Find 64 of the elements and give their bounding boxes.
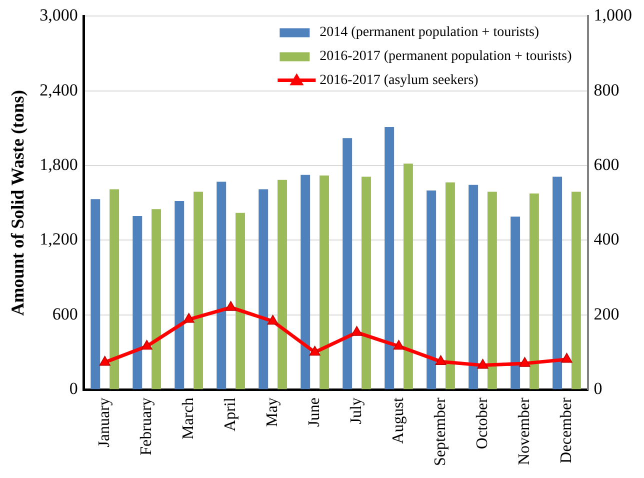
point	[393, 340, 404, 350]
point	[435, 355, 446, 365]
y-tick-label: 600	[52, 304, 78, 324]
bar	[132, 216, 142, 390]
bar	[510, 216, 520, 390]
x-tick-label: July	[348, 398, 365, 424]
bar	[404, 164, 413, 390]
bar	[110, 189, 120, 390]
y-axis-title: Amount of Solid Waste (tons)	[7, 90, 28, 316]
point	[99, 356, 110, 366]
point	[477, 358, 488, 369]
x-tick-label: February	[138, 398, 156, 456]
point	[225, 301, 236, 311]
bar	[90, 199, 100, 390]
y2-tick-label: 800	[594, 80, 620, 100]
bar	[320, 176, 329, 390]
point	[267, 314, 278, 325]
bar	[278, 180, 287, 390]
bar	[468, 184, 478, 390]
x-tick-label: April	[222, 397, 240, 432]
bar	[571, 192, 581, 390]
bar	[236, 212, 245, 390]
y-tick-label: 3,000	[40, 6, 78, 25]
point	[561, 352, 572, 363]
x-tick-label: August	[390, 397, 407, 444]
point	[309, 346, 320, 356]
x-tick-label: November	[516, 396, 533, 466]
y2-tick-label: 400	[594, 230, 620, 249]
bar	[362, 176, 371, 390]
y-tick-label: 1,200	[40, 230, 78, 249]
x-tick-label: May	[264, 398, 282, 427]
bar	[487, 192, 497, 390]
y2-tick-label: 200	[594, 304, 620, 324]
x-tick-label: January	[96, 398, 114, 448]
bar	[216, 182, 226, 390]
bar	[152, 209, 162, 390]
x-tick-label: October	[474, 396, 491, 450]
point	[351, 326, 362, 336]
bar	[194, 192, 203, 390]
y-tick-label: 2,400	[40, 80, 78, 100]
legend-label: 2016-2017 (asylum seekers)	[320, 72, 479, 88]
y-tick-label: 0	[69, 379, 78, 398]
bar	[174, 201, 184, 390]
y-tick-label: 1,800	[40, 155, 78, 174]
bar	[529, 194, 539, 390]
x-tick-label: June	[306, 398, 324, 427]
bar	[258, 189, 268, 390]
bar	[552, 176, 562, 390]
point	[141, 340, 152, 350]
point	[183, 312, 194, 323]
bar	[384, 126, 394, 390]
bar	[342, 138, 352, 390]
bar	[446, 182, 455, 390]
bar	[300, 174, 310, 390]
legend-label: 2014 (permanent population + tourists)	[320, 24, 540, 40]
x-tick-label: December	[558, 396, 575, 464]
y2-tick-label: 0	[594, 379, 602, 398]
x-tick-label: March	[180, 398, 198, 440]
x-tick-label: September	[432, 396, 449, 466]
y2-tick-label: 1,000	[594, 6, 632, 25]
y2-tick-label: 600	[594, 155, 620, 174]
legend-label: 2016-2017 (permanent population + tourists)	[320, 48, 572, 64]
bar	[426, 190, 436, 390]
point	[519, 357, 530, 367]
